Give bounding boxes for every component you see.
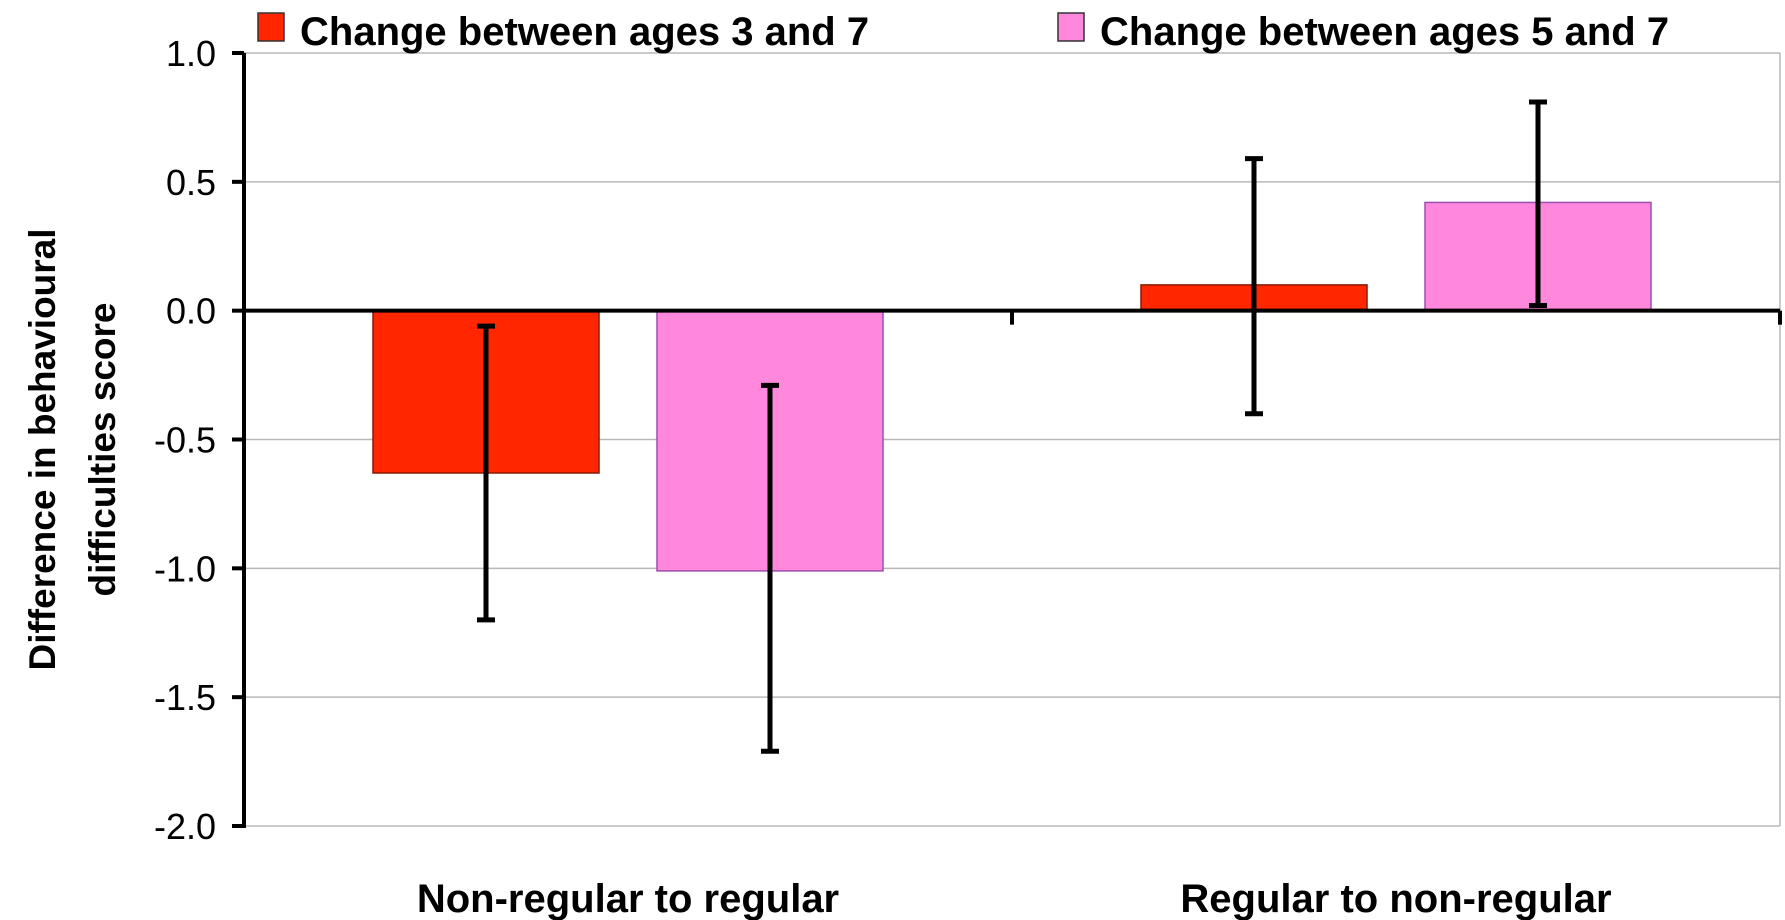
bars (372, 201, 1652, 572)
axes (232, 51, 1782, 828)
legend-swatch (1057, 12, 1085, 42)
legend-swatch (257, 12, 285, 42)
x-tick-label: Non-regular to regular (417, 877, 839, 920)
y-tick-label: -1.0 (154, 548, 216, 589)
y-tick-label: -1.5 (154, 677, 216, 718)
legend: Change between ages 3 and 7 Change betwee… (257, 10, 1669, 54)
y-tick-labels: 1.0 0.5 0.0 -0.5 -1.0 -1.5 -2.0 (154, 33, 216, 847)
y-axis-label-line: difficulties score (82, 302, 123, 596)
y-tick-label: 0.5 (166, 162, 216, 203)
x-tick-labels: Non-regular to regular Regular to non-reg… (417, 877, 1612, 920)
y-tick-label: 0.0 (166, 291, 216, 332)
y-axis-label: Difference in behavioural difficulties sc… (22, 228, 123, 670)
y-tick-label: -2.0 (154, 806, 216, 847)
x-tick-label: Regular to non-regular (1180, 877, 1611, 920)
legend-label: Change between ages 5 and 7 (1100, 10, 1669, 54)
legend-label: Change between ages 3 and 7 (300, 10, 869, 54)
y-axis-label-line: Difference in behavioural (22, 228, 63, 670)
error-bars (477, 99, 1547, 754)
y-tick-label: -0.5 (154, 420, 216, 461)
y-tick-label: 1.0 (166, 33, 216, 74)
